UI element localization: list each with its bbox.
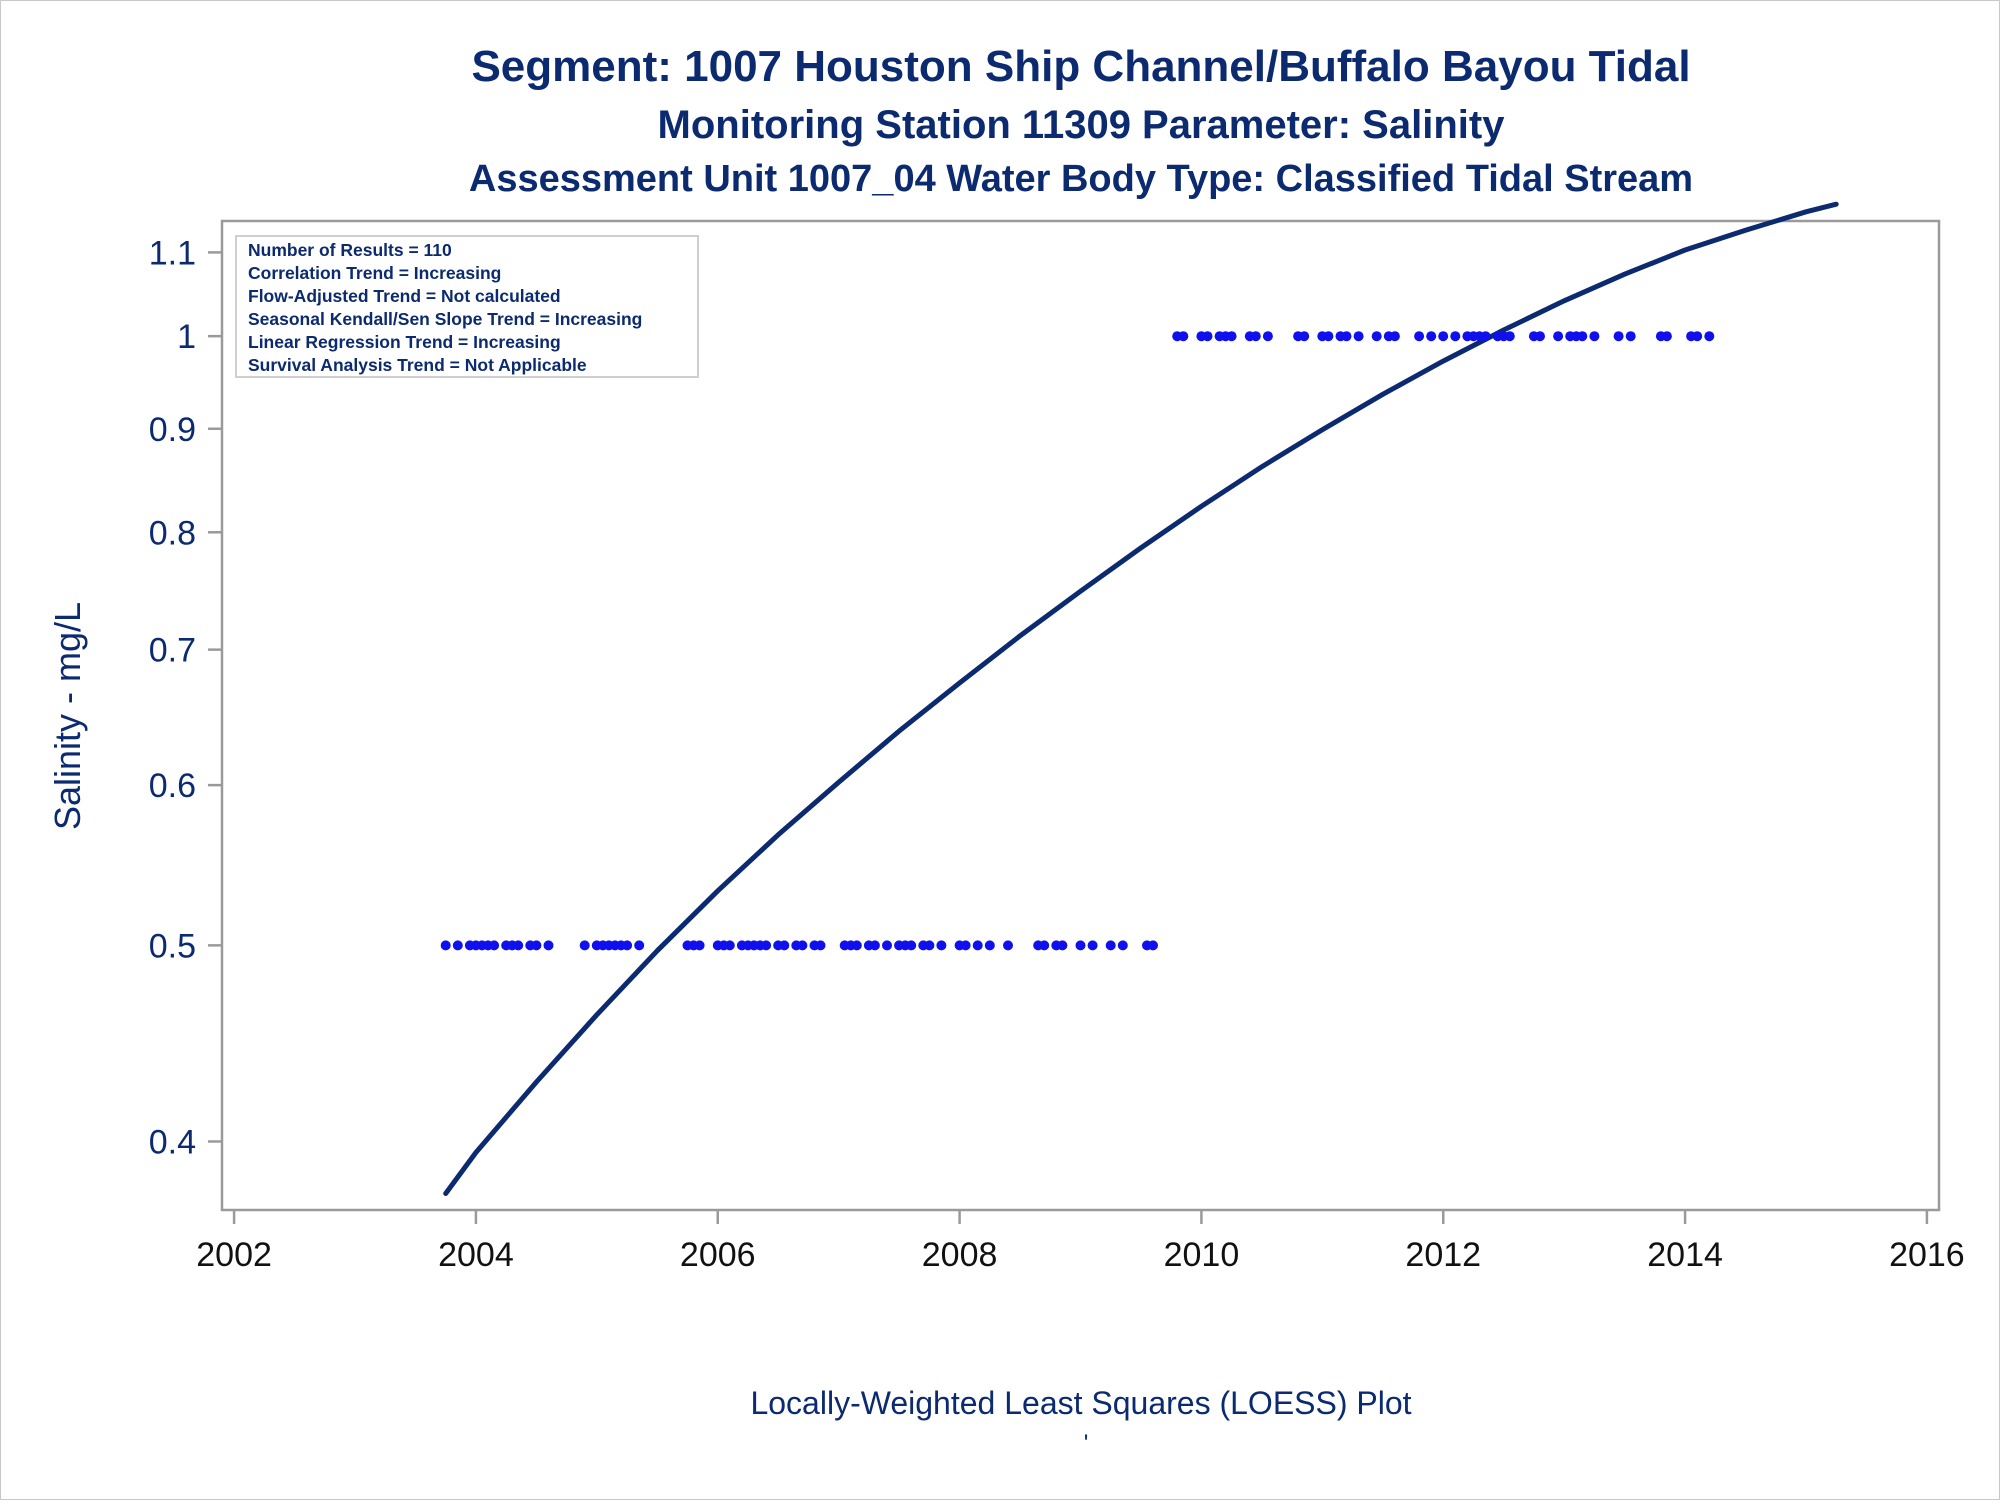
data-point [724,940,735,951]
data-point [1117,940,1128,951]
data-point [1577,331,1588,342]
stats-line-linear-regression: Linear Regression Trend = Increasing [248,332,561,352]
data-point [452,940,463,951]
y-tick-label: 1 [177,318,196,356]
data-point [1226,331,1237,342]
chart-subtitle-2: Assessment Unit 1007_04 Water Body Type:… [469,158,1693,200]
stats-box: Number of Results = 110 Correlation Tren… [235,235,699,378]
data-point [1480,331,1491,342]
data-point [634,940,645,951]
data-point [1105,940,1116,951]
data-point [622,940,633,951]
data-point [972,940,983,951]
data-point [1250,331,1261,342]
stats-line-seasonal-kendall: Seasonal Kendall/Sen Slope Trend = Incre… [248,309,642,329]
data-point [1057,940,1068,951]
data-point [1341,331,1352,342]
chart-subtitle-1: Monitoring Station 11309 Parameter: Sali… [658,103,1506,147]
data-point [1625,331,1636,342]
plot-area [220,219,1941,1212]
stats-line-survival: Survival Analysis Trend = Not Applicable [248,355,587,375]
chart-title: Segment: 1007 Houston Ship Channel/Buffa… [471,42,1690,91]
stats-box-frame [235,235,699,378]
data-point [1075,940,1086,951]
data-point [869,940,880,951]
stats-line-results: Number of Results = 110 [248,240,452,260]
x-tick-label: 2006 [680,1236,756,1274]
x-tick-label: 2002 [196,1236,272,1274]
data-point [851,940,862,951]
data-point [761,940,772,951]
data-point [1178,331,1189,342]
data-point [1353,331,1364,342]
y-tick-label: 0.7 [149,632,196,670]
data-point [1613,331,1624,342]
data-point [1589,331,1600,342]
data-point [1389,331,1400,342]
data-point [579,940,590,951]
data-point [1202,331,1213,342]
data-point [1438,331,1449,342]
x-axis: 2002 2004 2006 2008 2010 2012 2014 2016 [196,1210,1965,1274]
data-point [1148,940,1158,951]
x-tick-label: 2012 [1405,1236,1481,1274]
y-tick-label: 0.5 [149,927,196,965]
data-point [1704,331,1715,342]
data-point [1262,331,1273,342]
data-point [1087,940,1098,951]
y-tick-label: 0.9 [149,411,196,449]
data-point [1323,331,1334,342]
data-point [797,940,808,951]
data-point [924,940,935,951]
data-point [489,940,500,951]
y-axis-label: Salinity - mg/L [47,602,88,830]
y-tick-label: 1.1 [149,234,196,272]
y-axis: 0.4 0.5 0.6 0.7 0.8 0.9 1 1.1 [149,234,222,1161]
data-point [1504,331,1515,342]
data-point [531,940,542,951]
data-point [513,940,524,951]
data-point [960,940,971,951]
data-point [1414,331,1425,342]
stats-line-flow-adjusted: Flow-Adjusted Trend = Not calculated [248,286,561,306]
data-point [1661,331,1672,342]
data-point [1535,331,1545,342]
data-point [1692,331,1703,342]
series-layer [440,201,1839,1196]
data-point [1553,331,1564,342]
y-tick-label: 0.6 [149,767,196,805]
x-axis-label: Locally-Weighted Least Squares (LOESS) P… [750,1385,1411,1421]
x-tick-label: 2014 [1647,1236,1723,1274]
footnote: ' [1084,1430,1089,1457]
y-tick-label: 0.8 [149,514,196,552]
data-point [1003,940,1013,951]
data-point [882,940,892,951]
stats-line-correlation: Correlation Trend = Increasing [248,263,501,283]
data-point [779,940,790,951]
x-tick-label: 2016 [1889,1236,1965,1274]
loess-line [443,201,1839,1196]
data-point [1426,331,1437,342]
x-tick-label: 2004 [438,1236,514,1274]
data-point [936,940,947,951]
data-point [440,940,451,951]
data-point [906,940,917,951]
data-point [1039,940,1050,951]
data-point [815,940,826,951]
y-tick-label: 0.4 [149,1123,196,1161]
x-tick-label: 2008 [922,1236,998,1274]
data-point [1371,331,1382,342]
data-point [984,940,995,951]
data-point [1299,331,1310,342]
data-point [543,940,554,951]
x-tick-label: 2010 [1164,1236,1240,1274]
data-point [1450,331,1461,342]
data-point [694,940,705,951]
